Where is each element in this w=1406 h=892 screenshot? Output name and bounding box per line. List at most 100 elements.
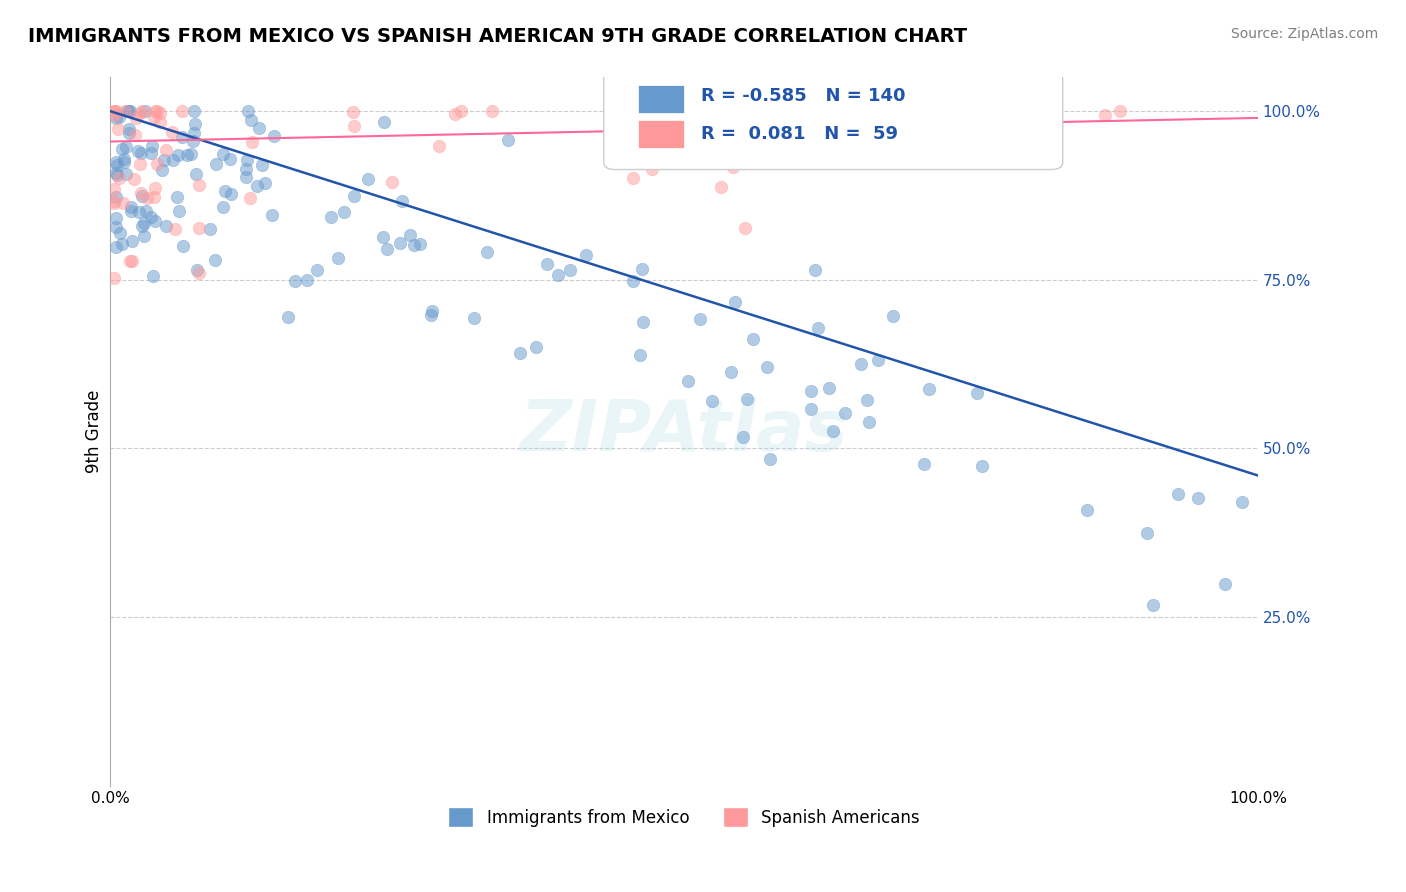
Point — [132, 229, 155, 244]
Point — [254, 176, 277, 190]
Point — [112, 155, 135, 169]
Point — [145, 214, 167, 228]
Point — [120, 204, 142, 219]
Point — [129, 146, 152, 161]
Point — [1109, 104, 1132, 119]
Point — [162, 153, 184, 167]
Point — [724, 295, 747, 310]
Point — [575, 248, 598, 262]
Point — [135, 203, 157, 218]
Y-axis label: 9th Grade: 9th Grade — [86, 390, 103, 474]
Point — [104, 166, 127, 180]
Point — [858, 415, 880, 429]
Point — [710, 180, 733, 194]
Point — [558, 263, 581, 277]
Text: IMMIGRANTS FROM MEXICO VS SPANISH AMERICAN 9TH GRADE CORRELATION CHART: IMMIGRANTS FROM MEXICO VS SPANISH AMERIC… — [28, 27, 967, 45]
Text: R =  0.081   N =  59: R = 0.081 N = 59 — [702, 125, 898, 143]
Point — [246, 179, 269, 194]
Point — [250, 158, 273, 172]
Point — [524, 340, 547, 354]
Point — [104, 111, 127, 125]
Point — [104, 190, 127, 204]
Legend: Immigrants from Mexico, Spanish Americans: Immigrants from Mexico, Spanish American… — [441, 800, 927, 834]
Point — [167, 204, 190, 219]
Point — [759, 451, 782, 466]
Point — [838, 143, 860, 157]
Point — [807, 321, 830, 335]
Point — [214, 184, 236, 198]
Point — [731, 430, 754, 444]
Point — [641, 161, 664, 176]
Point — [676, 374, 699, 388]
Text: Source: ZipAtlas.com: Source: ZipAtlas.com — [1230, 27, 1378, 41]
Point — [108, 226, 131, 240]
Point — [165, 222, 187, 236]
Point — [149, 105, 172, 120]
Point — [131, 219, 153, 233]
Text: R = -0.585   N = 140: R = -0.585 N = 140 — [702, 87, 905, 105]
Point — [1025, 136, 1047, 151]
Point — [152, 153, 174, 167]
Point — [689, 311, 711, 326]
Point — [966, 385, 988, 400]
Point — [236, 153, 259, 168]
Point — [186, 263, 208, 277]
Point — [375, 242, 398, 256]
Point — [176, 148, 198, 162]
Point — [149, 115, 172, 129]
Point — [720, 365, 742, 379]
Point — [124, 128, 146, 142]
Point — [166, 147, 188, 161]
Point — [120, 254, 142, 268]
Point — [145, 104, 167, 119]
Point — [284, 274, 307, 288]
Point — [388, 235, 411, 250]
Point — [882, 309, 904, 323]
Point — [1076, 502, 1098, 516]
Point — [219, 187, 242, 202]
Point — [105, 158, 128, 172]
Point — [823, 424, 845, 438]
Point — [342, 189, 364, 203]
Point — [1213, 576, 1236, 591]
Point — [141, 139, 163, 153]
Point — [150, 162, 173, 177]
Point — [128, 204, 150, 219]
Point — [855, 393, 877, 408]
Point — [239, 191, 262, 205]
Point — [103, 104, 125, 119]
Point — [420, 304, 443, 318]
Point — [172, 104, 194, 119]
Point — [188, 266, 211, 280]
Point — [107, 122, 129, 136]
Bar — [638, 85, 685, 113]
Point — [277, 310, 299, 324]
Point — [139, 146, 162, 161]
Point — [404, 238, 426, 252]
Point — [114, 140, 136, 154]
Point — [263, 128, 285, 143]
Point — [381, 175, 404, 189]
Point — [132, 216, 155, 230]
Point — [834, 406, 856, 420]
Point — [721, 160, 744, 174]
Point — [125, 112, 148, 126]
Point — [1230, 495, 1253, 509]
Point — [204, 252, 226, 267]
Point — [205, 157, 228, 171]
Point — [444, 106, 467, 120]
Point — [235, 169, 257, 184]
Point — [110, 236, 132, 251]
Point — [735, 392, 758, 407]
Point — [118, 122, 141, 136]
Point — [357, 172, 380, 186]
Point — [104, 219, 127, 234]
Point — [143, 104, 166, 119]
Point — [849, 357, 872, 371]
Point — [198, 222, 221, 236]
Point — [118, 126, 141, 140]
Point — [804, 263, 827, 277]
Point — [155, 219, 177, 233]
Point — [652, 104, 675, 119]
Point — [235, 161, 257, 176]
